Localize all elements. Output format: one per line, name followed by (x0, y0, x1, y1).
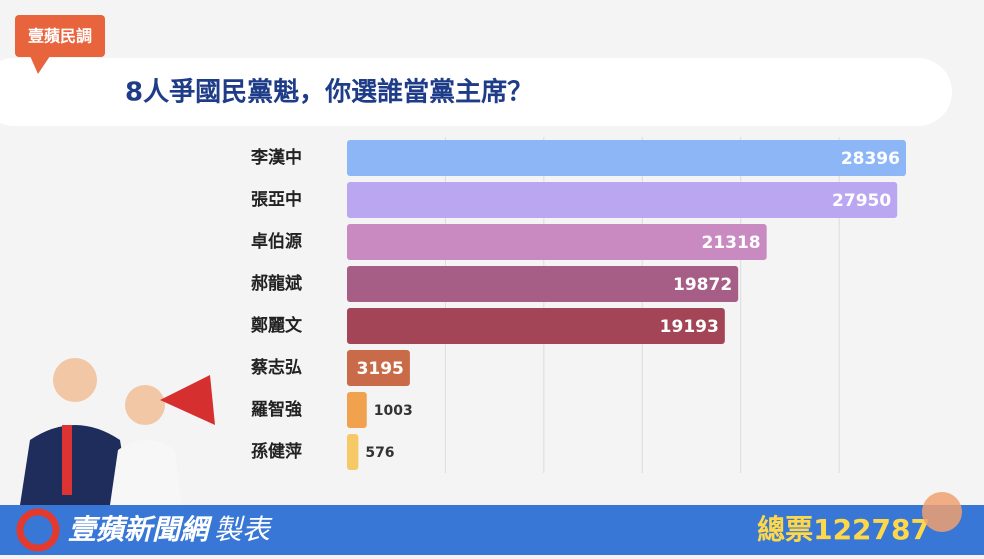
category-label: 郝龍斌 (251, 273, 302, 294)
footer-total: 總票122787 (757, 513, 930, 546)
category-label: 鄭麗文 (251, 315, 303, 336)
value-label: 21318 (701, 233, 760, 253)
total-value: 122787 (813, 513, 930, 546)
value-label: 3195 (357, 359, 404, 379)
expand-button[interactable] (922, 492, 962, 532)
tag-tail (30, 56, 50, 74)
category-label: 李漢中 (251, 147, 302, 168)
category-label: 羅智強 (251, 399, 302, 420)
brand: 壹蘋新聞網 (68, 513, 213, 546)
logo (16, 508, 60, 552)
value-label: 19872 (673, 275, 732, 295)
footer-brand: 壹蘋新聞網 製表 (68, 513, 273, 546)
illustration (20, 358, 215, 505)
category-label: 孫健萍 (251, 441, 302, 462)
brand-suffix: 製表 (214, 513, 273, 546)
bar (347, 266, 739, 302)
category-label: 蔡志弘 (250, 357, 302, 378)
bar (347, 392, 367, 428)
header-band (0, 58, 952, 126)
category-label: 卓伯源 (251, 231, 302, 252)
bar (347, 308, 725, 344)
footer-band (0, 505, 984, 555)
value-label: 19193 (660, 317, 719, 337)
chart-title: 8人爭國民黨魁，你選誰當黨主席？ (125, 77, 533, 108)
plot: 李漢中 28396 張亞中 27950 卓伯源 21318 郝龍斌 19872 鄭麗文 19193… (250, 137, 906, 473)
bar (347, 140, 906, 176)
bar (347, 224, 767, 260)
bar (347, 350, 410, 386)
category-label: 張亞中 (251, 189, 302, 210)
bar (347, 434, 359, 470)
value-label: 28396 (841, 149, 900, 169)
value-label: 27950 (832, 191, 891, 211)
bar (347, 182, 898, 218)
tag: 壹蘋民調 (28, 27, 92, 46)
total-label: 總票 (757, 513, 813, 546)
tag-box (15, 15, 105, 57)
value-label: 576 (365, 445, 394, 461)
value-label: 1003 (374, 403, 413, 419)
